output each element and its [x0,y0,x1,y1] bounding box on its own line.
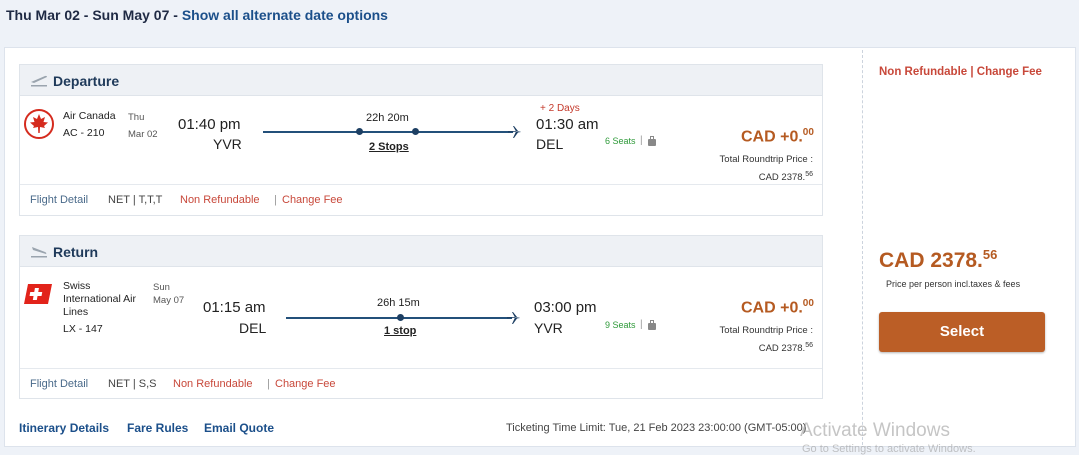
route-line [263,125,525,139]
plane-arrow-icon [508,126,521,138]
departure-title: Departure [53,73,120,89]
date-bar: Thu Mar 02 - Sun May 07 - Show all alter… [0,0,1079,30]
return-date: Sun May 07 [153,281,184,307]
date-range: Thu Mar 02 - Sun May 07 - Show all alter… [6,7,388,23]
non-refundable-label: Non Refundable [180,194,260,206]
date-label: Mar 02 [128,129,158,140]
change-fee-label: Change Fee [282,194,343,206]
luggage-icon [648,136,656,146]
return-title: Return [53,244,99,260]
flight-duration: 26h 15m [377,297,420,309]
fare-basis: NET | S,S [108,378,157,390]
date-label: May 07 [153,295,185,306]
airline-name-2: International Air [63,293,136,305]
fare-basis: NET | T,T,T [108,194,163,206]
return-price: CAD +0.00 [741,298,814,317]
luggage-icon [648,320,656,330]
email-quote-link[interactable]: Email Quote [204,421,275,435]
select-button[interactable]: Select [879,312,1045,352]
alternate-dates-link[interactable]: Show all alternate date options [181,7,388,23]
return-footer: Flight Detail NET | S,S Non Refundable |… [20,368,822,399]
separator: | [274,194,277,206]
separator: | [267,378,270,390]
departure-airline: Air Canada AC - 210 [63,110,116,140]
change-fee-label: Change Fee [275,378,336,390]
stops-link[interactable]: 1 stop [384,325,417,337]
itinerary-details-link[interactable]: Itinerary Details [19,421,110,435]
departure-date: Thu Mar 02 [128,111,158,141]
airline-name-3: Lines [63,306,89,318]
airline-name: Air Canada [63,110,116,122]
stop-dot [356,128,363,135]
fare-rules-link[interactable]: Fare Rules [127,421,189,435]
route-line [286,311,524,325]
flight-number: AC - 210 [63,127,105,139]
departure-time: 01:40 pm [178,116,241,133]
total-roundtrip: Total Roundtrip Price : CAD 2378.56 [719,154,813,184]
flight-duration: 22h 20m [366,112,409,124]
seats-separator: | [640,135,643,146]
total-price: CAD 2378.56 [879,247,998,272]
departure-footer: Flight Detail NET | T,T,T Non Refundable… [20,184,822,215]
departure-header: Departure [20,65,822,96]
return-segment: Return Swiss International Air Lines LX … [19,235,823,399]
flight-number: LX - 147 [63,323,103,335]
total-roundtrip: Total Roundtrip Price : CAD 2378.56 [719,325,813,355]
fare-rule-summary: Non Refundable | Change Fee [879,66,1042,78]
ticketing-time-limit: Ticketing Time Limit: Tue, 21 Feb 2023 2… [506,422,807,434]
flight-detail-link[interactable]: Flight Detail [30,194,89,206]
seats-left: 6 Seats [605,136,636,146]
departure-time: 01:15 am [203,299,266,316]
card-divider [862,50,863,445]
arrival-airport: DEL [536,136,564,152]
stop-dot [412,128,419,135]
return-header: Return [20,236,822,267]
stop-dot [397,314,404,321]
arrival-airport: YVR [534,320,563,336]
arrival-time: 03:00 pm [534,299,597,316]
swiss-logo-icon [24,284,52,304]
stops-link[interactable]: 2 Stops [369,141,409,153]
activation-watermark: Activate Windows [800,420,950,441]
flight-detail-link[interactable]: Flight Detail [30,378,89,390]
seats-left: 9 Seats [605,320,636,330]
arrival-time: 01:30 am [536,116,599,133]
return-airline: Swiss International Air Lines LX - 147 [63,280,136,336]
non-refundable-label: Non Refundable [173,378,253,390]
takeoff-icon [31,75,47,87]
plane-arrow-icon [507,312,520,324]
airline-name: Swiss [63,280,91,292]
day-label: Thu [128,112,145,123]
departure-airport: DEL [239,320,267,336]
plus-days: + 2 Days [540,103,580,114]
per-person-note: Price per person incl.taxes & fees [886,279,1021,289]
air-canada-logo-icon [24,109,54,139]
departure-airport: YVR [213,136,242,152]
departure-price: CAD +0.00 [741,127,814,146]
departure-segment: Departure Air Canada AC - 210 Thu Mar 02… [19,64,823,216]
day-label: Sun [153,282,170,293]
landing-icon [31,247,47,258]
activation-watermark-sub: Go to Settings to activate Windows. [802,443,976,455]
seats-separator: | [640,319,643,330]
